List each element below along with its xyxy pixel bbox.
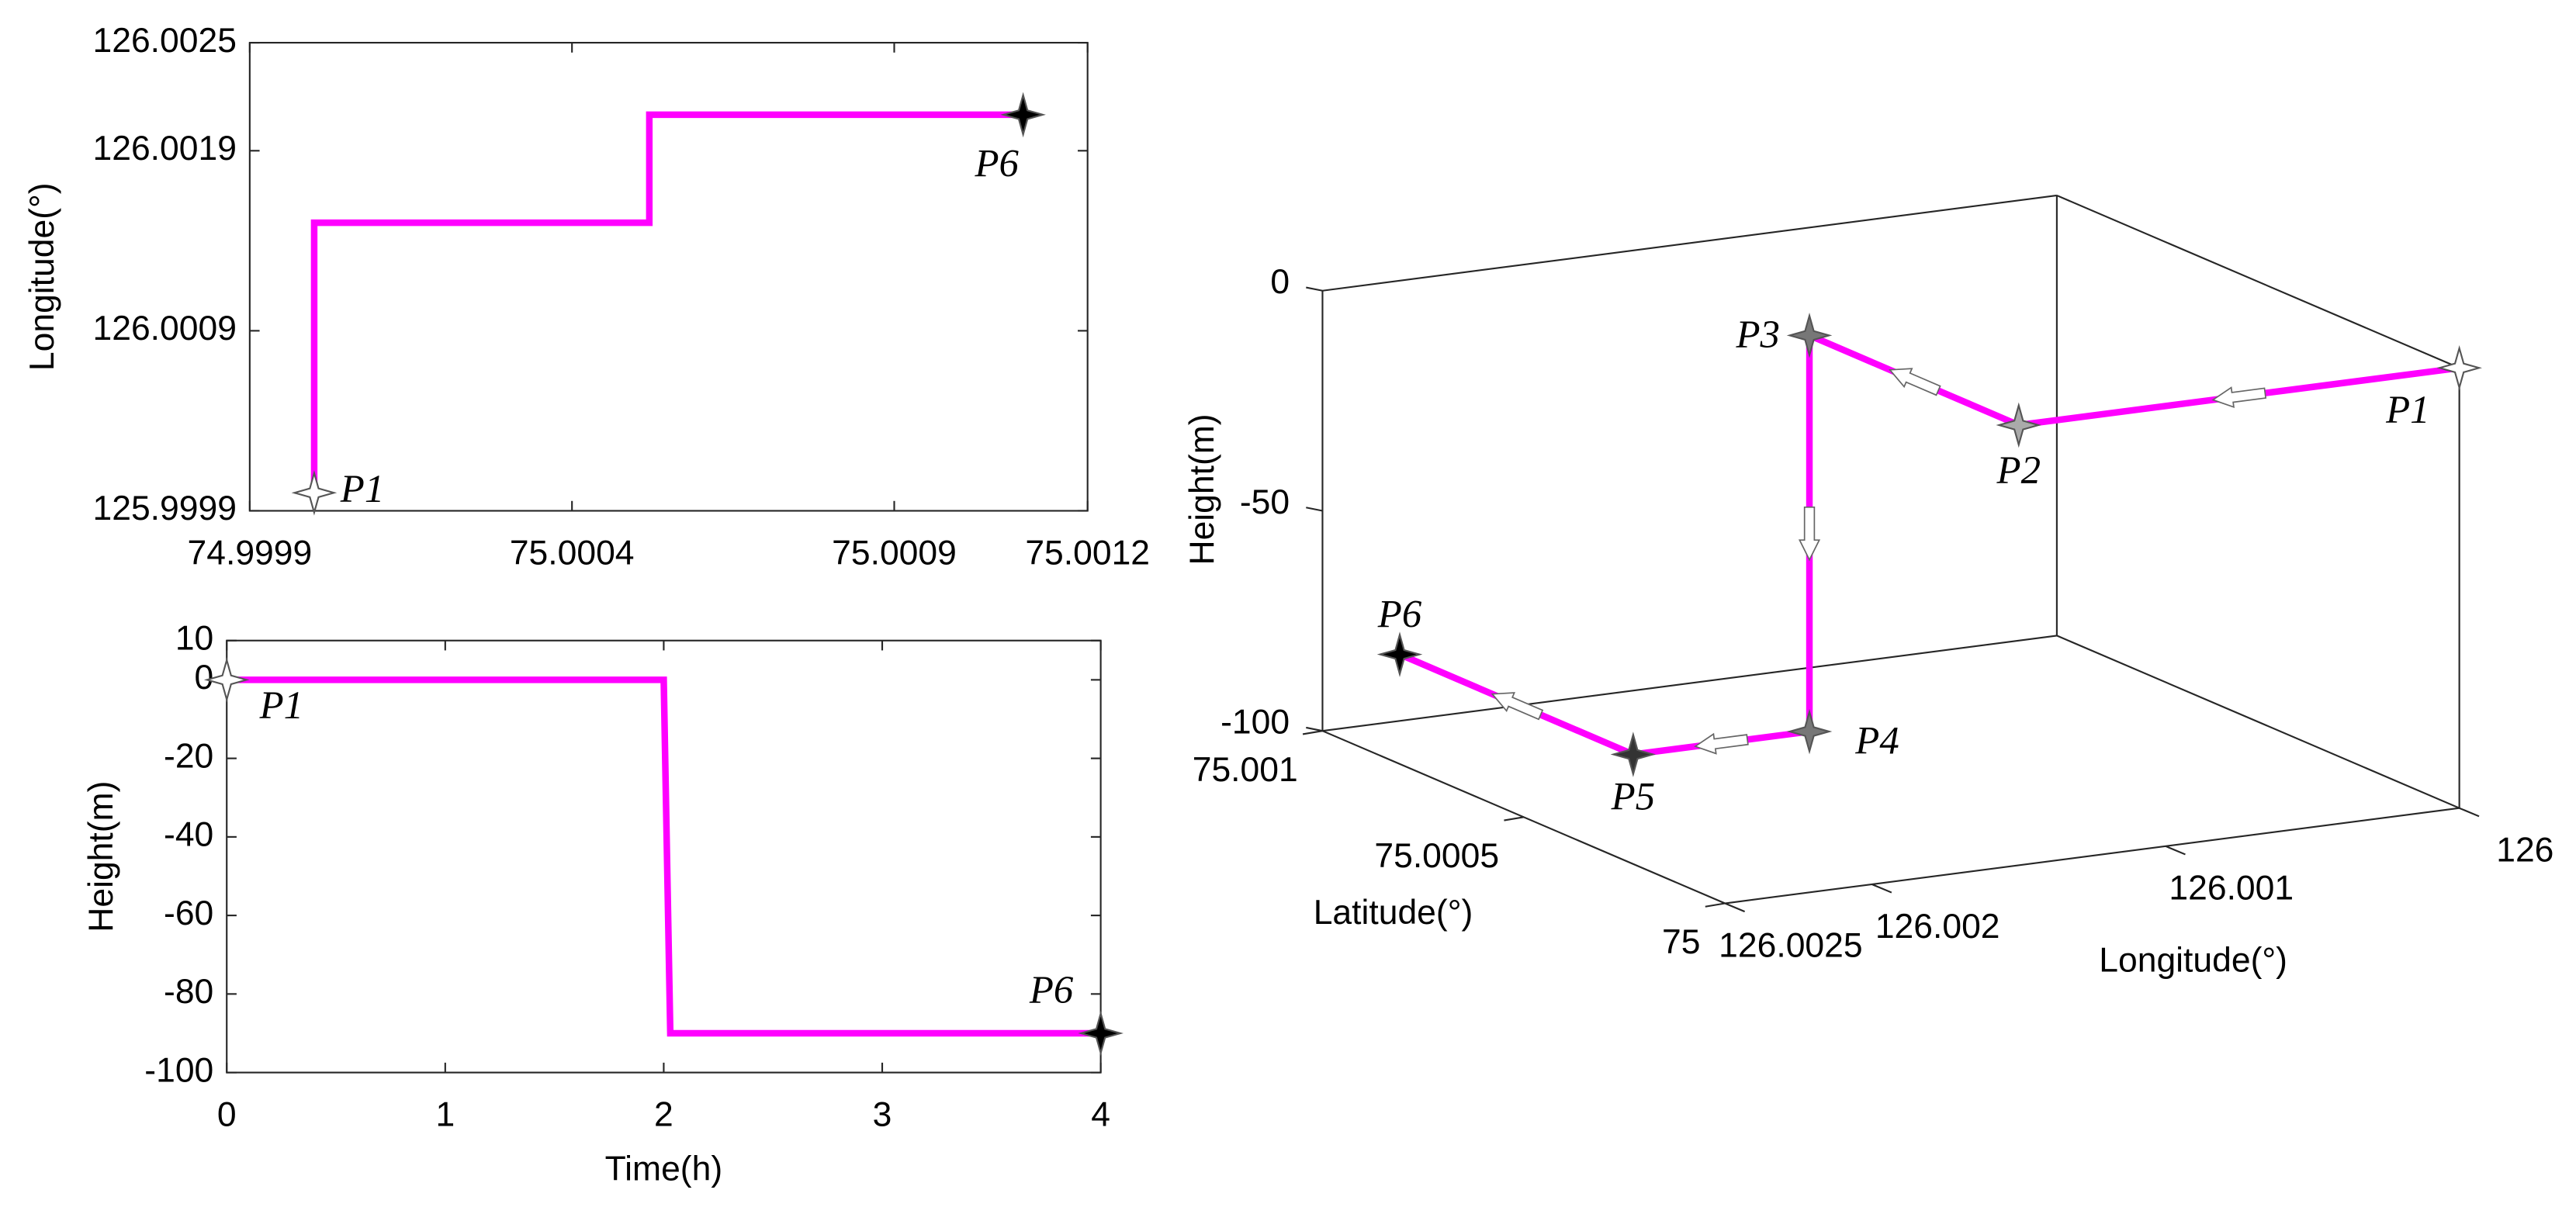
x-tick-label: 1 <box>435 1096 455 1134</box>
x-tick <box>2165 845 2186 856</box>
x-tick-label: 4 <box>1091 1096 1110 1134</box>
y-axis-label: Longitude(°) <box>23 182 61 371</box>
axes-edge <box>1322 194 2058 292</box>
waypoint-label: P6 <box>975 141 1020 185</box>
axes-edge <box>2056 194 2460 369</box>
x-tick-label: 0 <box>217 1096 237 1134</box>
y-tick-label: 75 <box>1662 923 1700 961</box>
trajectory-line <box>310 111 1023 493</box>
y-tick-label: -80 <box>164 973 213 1011</box>
z-tick <box>1306 726 1323 732</box>
x-tick-label: 75.0004 <box>510 534 635 572</box>
waypoint-label: P1 <box>259 683 303 727</box>
waypoint-marker <box>291 469 338 516</box>
y-tick-label: 0 <box>195 659 214 697</box>
z-tick-label: -50 <box>1240 483 1290 521</box>
x-tick <box>1871 883 1892 894</box>
x-tick-label: 74.9999 <box>188 534 313 572</box>
y-tick-label: 75.0005 <box>1374 837 1499 875</box>
x-tick-label: 126.002 <box>1875 908 2000 946</box>
waypoint-marker <box>1000 92 1046 138</box>
direction-arrow <box>1889 368 1941 396</box>
waypoint-marker <box>203 657 250 703</box>
waypoint-marker <box>1786 313 1833 358</box>
x-tick <box>1724 902 1746 913</box>
waypoint-label: P1 <box>2385 388 2429 431</box>
waypoint-label: P1 <box>340 467 384 510</box>
x-tick-label: 75.0009 <box>832 534 957 572</box>
direction-arrow <box>1693 732 1749 755</box>
y-tick <box>1302 730 1323 735</box>
y-tick-label: -60 <box>164 894 213 932</box>
x-axis-label: Longitude(°) <box>2099 941 2287 979</box>
waypoint-label: P6 <box>1377 593 1422 636</box>
waypoint-label: P6 <box>1029 968 1074 1012</box>
x-tick-label: 75.0012 <box>1025 534 1150 572</box>
x-axis-label: Time(h) <box>605 1150 722 1188</box>
y-tick-label: 10 <box>175 619 213 657</box>
y-tick-label: 75.001 <box>1193 751 1298 789</box>
axes-edge <box>1322 635 2058 732</box>
x-tick-label: 2 <box>654 1096 673 1134</box>
trajectory-line <box>1398 330 2460 758</box>
x-tick-label: 126.001 <box>2169 870 2294 908</box>
y-tick-label: 125.9999 <box>93 489 237 527</box>
waypoint-marker <box>1078 1010 1124 1057</box>
x-tick-label: 3 <box>873 1096 892 1134</box>
axes-edge <box>2056 635 2460 809</box>
x-tick-label: 126 <box>2496 832 2553 870</box>
direction-arrow <box>2211 386 2267 409</box>
waypoint-label: P4 <box>1854 719 1899 763</box>
waypoint-marker <box>2436 344 2482 391</box>
axes-box <box>248 41 1089 512</box>
x-tick-label: 126.0025 <box>1719 926 1862 964</box>
z-tick-label: -100 <box>1220 703 1290 741</box>
direction-arrow <box>1798 506 1821 562</box>
waypoint-marker <box>1786 708 1833 755</box>
y-tick-label: 126.0019 <box>93 130 237 168</box>
direction-arrow <box>1491 692 1544 721</box>
z-axis-label: Height(m) <box>1183 413 1221 565</box>
y-axis-label: Height(m) <box>82 781 120 932</box>
y-tick-label: -40 <box>164 816 213 854</box>
x-tick <box>2459 807 2480 818</box>
y-tick-label: 126.0009 <box>93 310 237 348</box>
y-tick <box>1705 902 1726 908</box>
z-tick-label: 0 <box>1270 263 1290 301</box>
axes-edge <box>1725 807 2460 905</box>
waypoint-marker <box>1996 402 2042 448</box>
waypoint-label: P3 <box>1735 313 1779 356</box>
waypoint-label: P5 <box>1611 774 1655 818</box>
z-tick <box>1306 286 1323 292</box>
waypoint-marker <box>1376 631 1423 677</box>
waypoint-label: P2 <box>1996 448 2041 492</box>
waypoint-marker <box>1610 732 1657 777</box>
trajectory-line <box>227 676 1101 1037</box>
y-tick-label: -20 <box>164 737 213 775</box>
y-tick <box>1504 816 1525 821</box>
z-tick <box>1306 507 1323 512</box>
y-axis-label: Latitude(°) <box>1314 894 1473 932</box>
y-tick-label: -100 <box>144 1051 213 1089</box>
y-tick-label: 126.0025 <box>93 22 237 60</box>
